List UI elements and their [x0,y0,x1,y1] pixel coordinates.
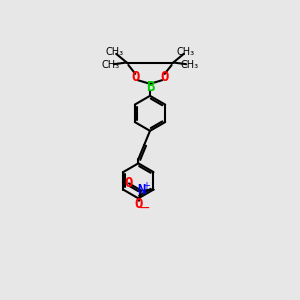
Text: O: O [160,70,169,84]
Text: CH₃: CH₃ [177,47,195,57]
Text: B: B [146,80,154,94]
Text: O: O [135,197,143,211]
Text: CH₃: CH₃ [180,60,198,70]
Text: +: + [142,181,150,191]
Text: O: O [125,176,133,190]
Text: CH₃: CH₃ [102,60,120,70]
Text: O: O [131,70,140,84]
Text: N: N [137,183,145,197]
Text: −: − [138,201,150,215]
Text: CH₃: CH₃ [105,47,123,57]
